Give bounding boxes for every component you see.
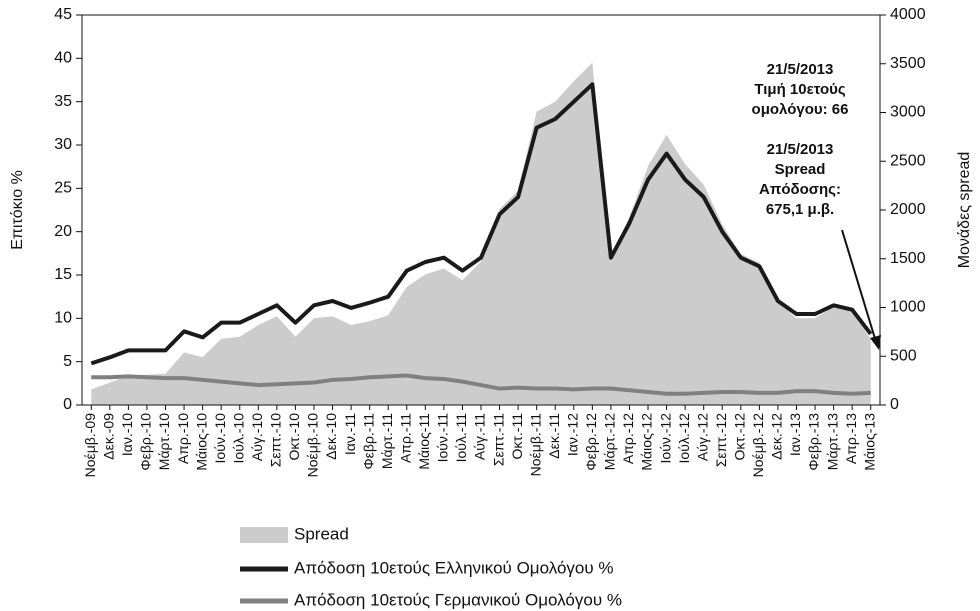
x-tick-label: Αύγ.-10: [249, 413, 265, 461]
x-tick-label: Φεβρ.-11: [360, 413, 376, 470]
x-tick-label: Δεκ.-12: [769, 413, 785, 460]
x-tick-label: Φεβρ.-12: [583, 413, 599, 471]
x-tick-label: Νοέμβ.-09: [82, 413, 98, 478]
y-tick-label: 45: [54, 6, 72, 23]
x-tick-label: Μάιος-10: [193, 413, 209, 471]
x-tick-label: Νοέμβ.-12: [750, 413, 766, 478]
x-tick-label: Μάρτ.-13: [824, 413, 840, 470]
x-tick-label: Αύγ.-12: [694, 413, 710, 461]
x-tick-label: Αύγ.-11: [472, 413, 488, 460]
y-tick-label: 35: [54, 93, 72, 110]
y-tick-label: 10: [54, 310, 72, 327]
x-tick-label: Δεκ.-09: [101, 413, 117, 460]
x-tick-label: Νοέμβ.-10: [305, 413, 321, 478]
y-tick-label: 0: [63, 396, 72, 413]
x-tick-label: Ιούν.-11: [435, 413, 451, 463]
y2-tick-label: 1500: [890, 250, 926, 267]
legend-swatch: [240, 527, 288, 543]
y2-tick-label: 3000: [890, 104, 926, 121]
x-tick-label: Ιούν.-10: [212, 413, 228, 464]
y-tick-label: 15: [54, 266, 72, 283]
x-tick-label: Μάρτ.-11: [379, 413, 395, 469]
x-tick-label: Ιούλ.-12: [676, 413, 692, 464]
arrow-head: [870, 335, 881, 350]
legend-label: Απόδοση 10ετούς Ελληνικού Ομολόγου %: [294, 558, 614, 577]
x-tick-label: Ιούν.-12: [657, 413, 673, 464]
annotation: 21/5/2013: [767, 61, 834, 78]
y-tick-label: 40: [54, 50, 72, 67]
x-tick-label: Ιούλ.-11: [453, 413, 469, 463]
x-tick-label: Ιαν.-12: [564, 413, 580, 456]
x-tick-label: Δεκ.-10: [323, 413, 339, 460]
yield-line: [91, 373, 871, 396]
x-tick-label: Απρ.-11: [397, 413, 413, 463]
x-tick-label: Μάιος-11: [416, 413, 432, 470]
x-tick-label: Απρ.-10: [175, 413, 191, 464]
y-tick-label: 5: [63, 353, 72, 370]
legend-label: Spread: [294, 524, 349, 543]
annotation: Spread: [775, 161, 826, 178]
annotation: Απόδοσης:: [759, 181, 841, 198]
annotation: Τιμή 10ετούς: [754, 81, 846, 98]
y2-tick-label: 0: [890, 396, 899, 413]
x-tick-label: Απρ.-13: [843, 413, 859, 464]
x-tick-label: Απρ.-12: [620, 413, 636, 464]
y2-tick-label: 4000: [890, 6, 926, 23]
yield-line: [90, 82, 873, 366]
x-tick-label: Ιαν.-11: [342, 413, 358, 455]
x-tick-label: Σεπτ.-10: [268, 413, 284, 467]
y2-tick-label: 2500: [890, 152, 926, 169]
annotation: 675,1 μ.β.: [766, 201, 834, 218]
y2-tick-label: 1000: [890, 299, 926, 316]
x-tick-label: Οκτ.-10: [286, 413, 302, 461]
y-tick-label: 25: [54, 180, 72, 197]
y-tick-label: 30: [54, 136, 72, 153]
y2-tick-label: 2000: [890, 201, 926, 218]
x-tick-label: Μάιος-12: [639, 413, 655, 471]
x-tick-label: Μάρτ.-10: [156, 413, 172, 470]
x-tick-label: Μάιος-13: [861, 413, 877, 471]
x-tick-label: Οκτ.-11: [509, 413, 525, 460]
x-tick-label: Φεβρ.-10: [138, 413, 154, 471]
x-tick-label: Μάρτ.-12: [602, 413, 618, 470]
y2-axis-label: Μονάδες spread: [956, 152, 973, 269]
x-tick-label: Νοέμβ.-11: [527, 413, 543, 477]
spread-area: [91, 62, 871, 406]
x-tick-label: Σεπτ.-12: [713, 413, 729, 467]
annotation: 21/5/2013: [767, 141, 834, 158]
x-tick-label: Ιούλ.-10: [230, 413, 246, 464]
x-tick-label: Οκτ.-12: [732, 413, 748, 461]
x-tick-label: Φεβρ.-13: [806, 413, 822, 471]
x-tick-label: Ιαν.-10: [119, 413, 135, 456]
x-tick-label: Δεκ.-11: [546, 413, 562, 459]
y-tick-label: 20: [54, 223, 72, 240]
x-tick-label: Σεπτ.-11: [490, 413, 506, 466]
x-tick-label: Ιαν.-13: [787, 413, 803, 456]
annotation: ομολόγου: 66: [752, 101, 849, 118]
legend-label: Απόδοση 10ετούς Γερμανικού Ομολόγου %: [294, 590, 622, 609]
y2-tick-label: 500: [890, 347, 917, 364]
y2-tick-label: 3500: [890, 55, 926, 72]
y-axis-label: Επιτόκιο %: [9, 170, 26, 250]
annotation-arrow: [841, 229, 877, 343]
